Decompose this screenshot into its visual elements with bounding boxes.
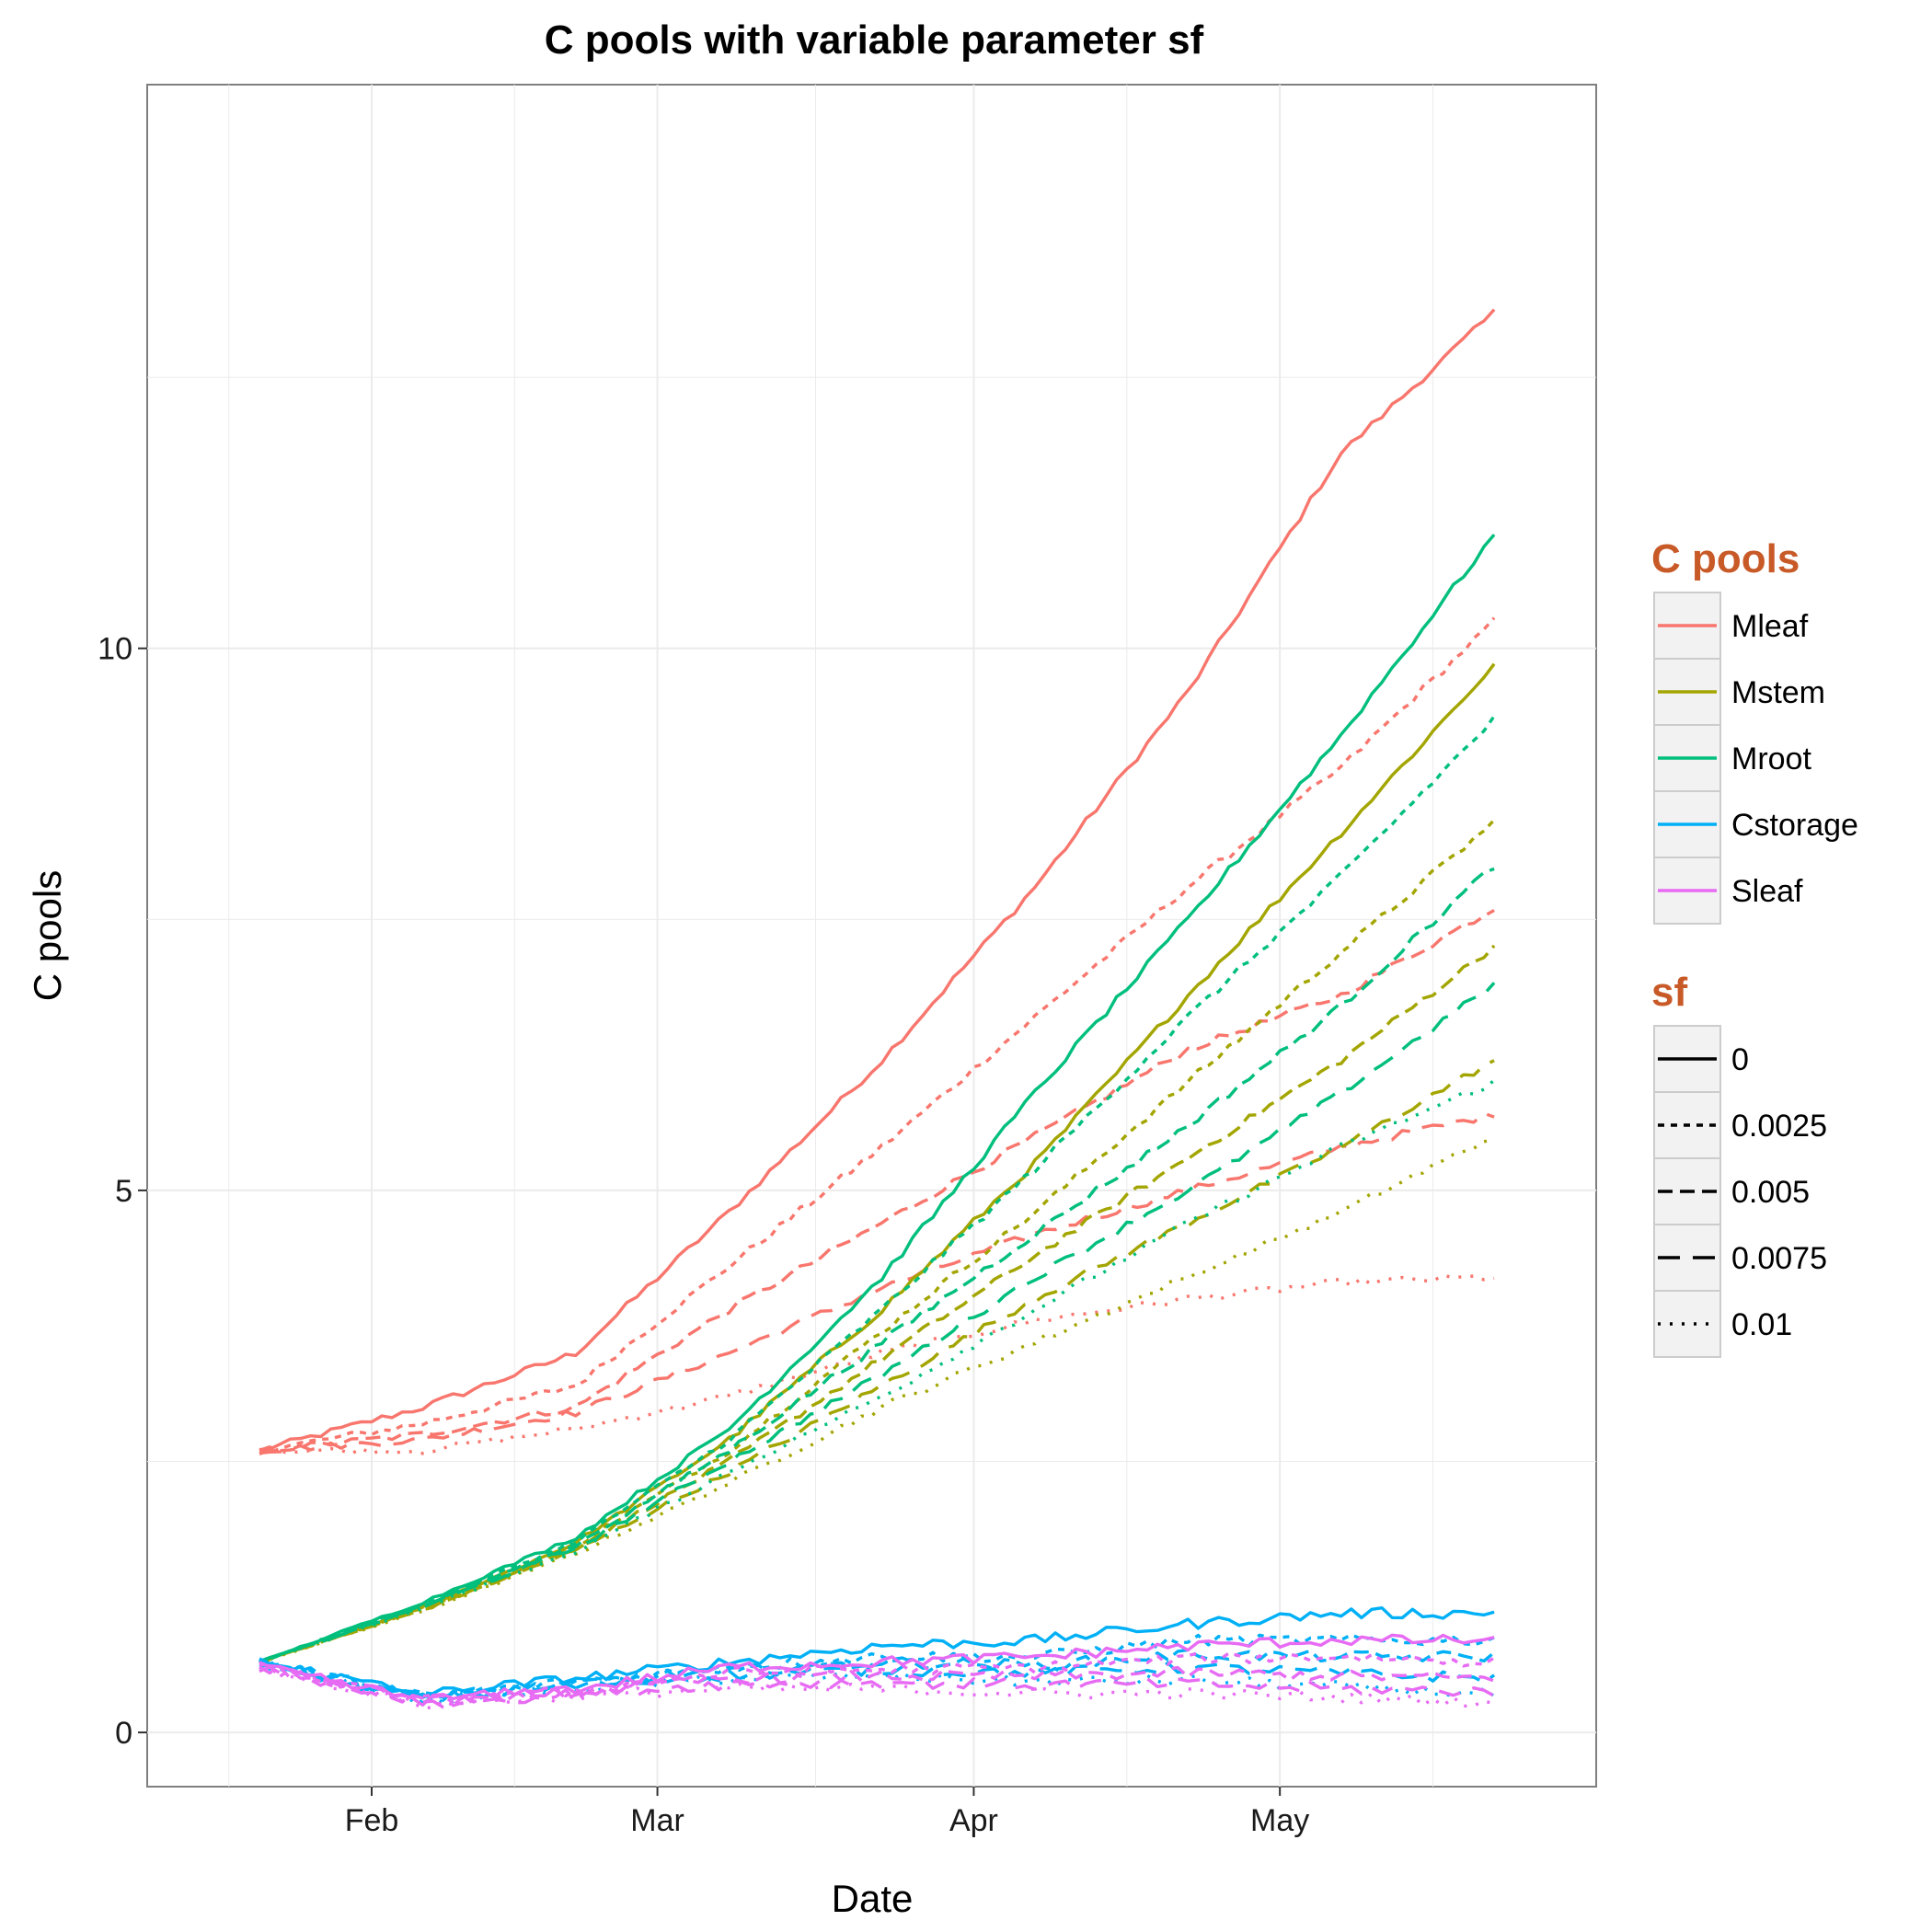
x-axis-title: Date: [832, 1877, 914, 1920]
series-line-mroot-sf-0-005: [259, 867, 1495, 1664]
series-line-sleaf-sf-0-0075: [259, 1665, 1495, 1709]
series-line-mroot-sf-0-0025: [259, 715, 1496, 1663]
series-line-mstem-sf-0-01: [259, 1138, 1495, 1663]
legend-c-pools-title: C pools: [1651, 536, 1800, 581]
plot-panel: [146, 84, 1597, 1788]
series-line-mleaf-sf-0-005: [259, 909, 1495, 1453]
series-line-cstorage-sf-0-0025: [259, 1633, 1495, 1697]
legend-label-mstem: Mstem: [1731, 675, 1825, 710]
y-tick-label: 10: [98, 632, 132, 667]
series-line-mstem-sf-0-005: [259, 944, 1496, 1663]
x-tick-label: Mar: [630, 1803, 684, 1838]
series-line-mroot-sf-0-0075: [259, 982, 1496, 1663]
series-line-mleaf-sf-0-0075: [259, 1111, 1495, 1455]
series-line-mleaf-sf-0: [259, 308, 1496, 1452]
legend-c-pools: C pools Mleaf Mstem Mroot Cstorage Sleaf: [1651, 536, 1858, 925]
series-line-mleaf-sf-0-0025: [259, 616, 1496, 1455]
chart-title: C pools with variable parameter sf: [545, 17, 1204, 63]
legend-sf-title: sf: [1651, 970, 1687, 1015]
legend-label-cstorage: Cstorage: [1731, 808, 1858, 843]
series-layer: [258, 308, 1496, 1709]
y-axis: 0 5 10: [98, 632, 147, 1751]
series-line-sleaf-sf-0-005: [259, 1664, 1495, 1708]
legend-sf: sf 0 0.0025 0.005 0.0075 0.01: [1651, 970, 1827, 1358]
series-line-mstem-sf-0-0025: [259, 819, 1496, 1663]
legend-label-sf-0: 0: [1731, 1042, 1749, 1077]
x-tick-label: May: [1250, 1803, 1309, 1838]
legend-label-mroot: Mroot: [1731, 742, 1811, 776]
legend-label-sf-0-0025: 0.0025: [1731, 1109, 1827, 1144]
grid-lines: [147, 85, 1596, 1787]
legend-label-sleaf: Sleaf: [1731, 874, 1803, 909]
series-line-mroot-sf-0-01: [259, 1078, 1496, 1663]
y-tick-label: 0: [115, 1716, 132, 1751]
x-axis: Feb Mar Apr May: [345, 1787, 1309, 1838]
legend-label-sf-0-0075: 0.0075: [1731, 1241, 1827, 1276]
x-tick-label: Apr: [949, 1803, 998, 1838]
y-axis-title: C pools: [26, 870, 69, 1001]
legend-key-box: [1653, 1290, 1721, 1358]
y-tick-label: 5: [115, 1174, 132, 1209]
legend-label-sf-0-005: 0.005: [1731, 1175, 1810, 1210]
x-tick-label: Feb: [345, 1803, 399, 1838]
legend-label-mleaf: Mleaf: [1731, 609, 1809, 644]
legend-label-sf-0-01: 0.01: [1731, 1307, 1792, 1342]
